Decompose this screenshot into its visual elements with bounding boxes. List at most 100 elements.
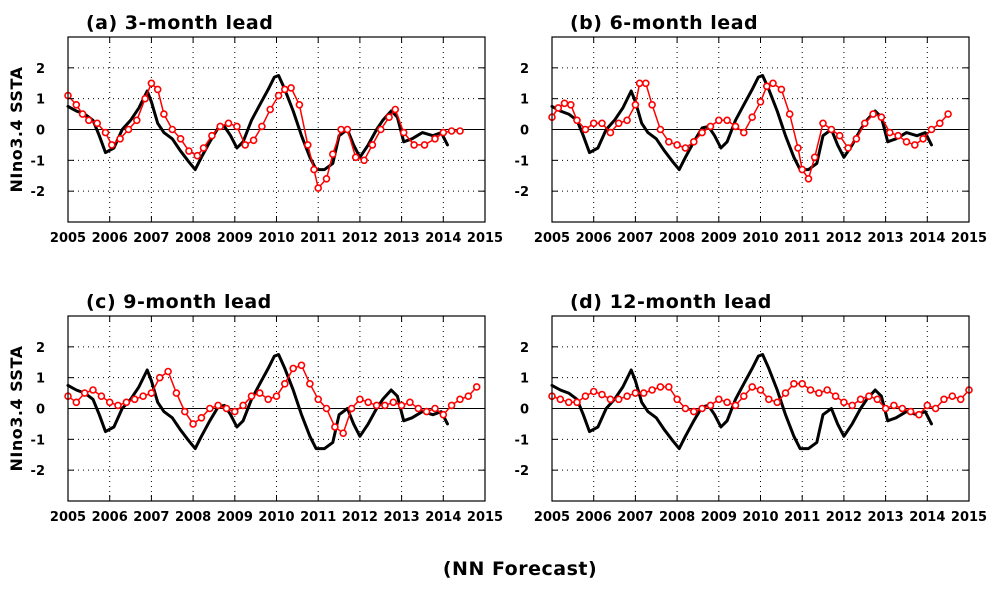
x-tick-label: 2008 bbox=[175, 510, 211, 525]
forecast-marker bbox=[153, 85, 162, 94]
forecast-marker bbox=[389, 398, 398, 407]
forecast-marker bbox=[673, 395, 681, 404]
panel-title: (d) 12-month lead bbox=[570, 291, 772, 313]
forecast-marker bbox=[931, 404, 940, 413]
forecast-marker bbox=[948, 392, 957, 401]
forecast-marker bbox=[852, 135, 861, 143]
x-tick-label: 2006 bbox=[576, 510, 612, 525]
forecast-marker bbox=[155, 373, 164, 382]
y-tick-label: -1 bbox=[515, 154, 529, 169]
forecast-marker bbox=[885, 128, 894, 137]
forecast-marker bbox=[233, 122, 241, 131]
panel-c: 2005 2006 2007 2008 2009 2010 2011 2012 2013 2014… bbox=[7, 291, 503, 525]
forecast-marker bbox=[310, 165, 318, 174]
forecast-marker bbox=[439, 410, 448, 419]
forecast-marker bbox=[255, 389, 264, 397]
forecast-marker bbox=[303, 141, 312, 149]
forecast-marker bbox=[664, 138, 673, 146]
forecast-marker bbox=[258, 122, 266, 131]
forecast-marker bbox=[835, 131, 844, 140]
forecast-marker bbox=[124, 125, 133, 134]
forecast-marker bbox=[748, 383, 757, 391]
forecast-marker bbox=[422, 407, 431, 416]
forecast-marker bbox=[940, 395, 948, 404]
forecast-marker bbox=[385, 113, 393, 121]
x-tick-label: 2010 bbox=[258, 510, 294, 525]
forecast-marker bbox=[589, 119, 598, 128]
forecast-marker bbox=[147, 389, 156, 397]
forecast-marker bbox=[306, 379, 314, 388]
forecast-marker bbox=[635, 79, 644, 88]
y-tick-label: 2 bbox=[520, 62, 529, 77]
forecast-marker bbox=[714, 116, 723, 125]
y-tick-label: 0 bbox=[520, 403, 529, 418]
forecast-marker bbox=[785, 110, 794, 118]
x-tick-label: 2009 bbox=[217, 231, 253, 246]
forecast-marker bbox=[673, 141, 681, 149]
forecast-marker bbox=[823, 386, 832, 394]
forecast-marker bbox=[399, 128, 408, 137]
forecast-marker bbox=[368, 141, 377, 149]
y-tick-label: -1 bbox=[31, 154, 45, 169]
y-tick-label: -1 bbox=[515, 433, 529, 448]
forecast-marker bbox=[606, 128, 615, 137]
forecast-marker bbox=[322, 404, 331, 413]
y-tick-label: 0 bbox=[36, 403, 45, 418]
forecast-marker bbox=[902, 138, 911, 146]
forecast-marker bbox=[274, 91, 283, 100]
forecast-marker bbox=[214, 401, 222, 410]
x-tick-label: 2014 bbox=[909, 510, 945, 525]
x-tick-label: 2007 bbox=[133, 231, 169, 246]
forecast-marker bbox=[815, 389, 823, 397]
forecast-marker bbox=[956, 395, 965, 404]
forecast-marker bbox=[810, 153, 819, 162]
forecast-marker bbox=[790, 379, 798, 388]
forecast-marker bbox=[297, 361, 306, 370]
forecast-marker bbox=[731, 401, 740, 410]
x-tick-label: 2008 bbox=[175, 231, 211, 246]
forecast-marker bbox=[827, 125, 836, 134]
forecast-marker bbox=[566, 101, 575, 109]
forecast-marker bbox=[231, 407, 239, 416]
forecast-marker bbox=[698, 128, 706, 137]
forecast-marker bbox=[172, 389, 181, 397]
x-tick-label: 2011 bbox=[300, 231, 336, 246]
panel-title: (b) 6-month lead bbox=[570, 12, 758, 34]
forecast-marker bbox=[648, 386, 656, 394]
forecast-marker bbox=[164, 367, 172, 376]
forecast-marker bbox=[664, 383, 673, 391]
x-tick-label: 2011 bbox=[784, 510, 820, 525]
x-tick-label: 2013 bbox=[868, 231, 904, 246]
forecast-marker bbox=[848, 401, 857, 410]
y-tick-label: -2 bbox=[515, 185, 529, 200]
forecast-marker bbox=[910, 141, 919, 149]
forecast-marker bbox=[351, 153, 360, 162]
x-tick-label: 2012 bbox=[826, 510, 862, 525]
forecast-marker bbox=[108, 141, 116, 149]
x-tick-label: 2010 bbox=[258, 231, 294, 246]
forecast-marker bbox=[923, 401, 932, 410]
forecast-marker bbox=[840, 398, 848, 407]
forecast-marker bbox=[689, 138, 698, 146]
x-tick-label: 2007 bbox=[617, 510, 653, 525]
forecast-marker bbox=[272, 392, 281, 401]
y-tick-label: -1 bbox=[31, 433, 45, 448]
forecast-marker bbox=[372, 401, 381, 410]
forecast-marker bbox=[564, 398, 573, 407]
forecast-marker bbox=[133, 116, 141, 125]
forecast-marker bbox=[623, 392, 631, 401]
forecast-marker bbox=[101, 128, 110, 137]
x-tick-label: 2014 bbox=[909, 231, 945, 246]
forecast-marker bbox=[714, 395, 723, 404]
forecast-marker bbox=[873, 395, 882, 404]
forecast-marker bbox=[906, 407, 915, 416]
forecast-marker bbox=[927, 125, 936, 134]
forecast-marker bbox=[287, 84, 295, 92]
forecast-marker bbox=[860, 119, 869, 128]
forecast-marker bbox=[147, 79, 156, 88]
y-tick-label: 2 bbox=[36, 341, 45, 356]
forecast-marker bbox=[935, 119, 944, 128]
forecast-marker bbox=[641, 79, 650, 88]
forecast-marker bbox=[472, 383, 481, 391]
forecast-marker bbox=[456, 395, 464, 404]
